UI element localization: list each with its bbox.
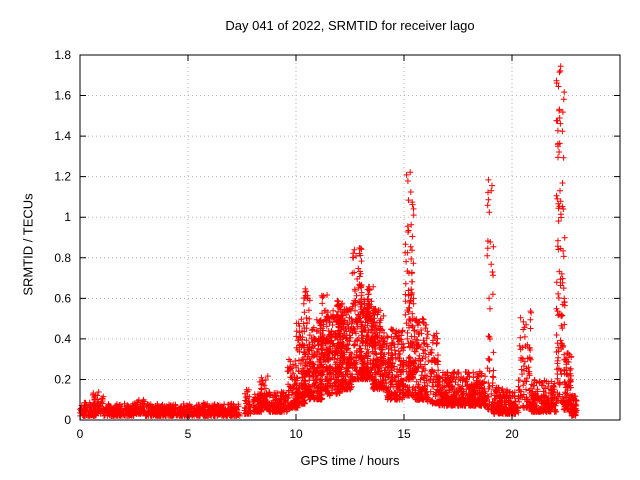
y-tick-label: 0.4 (54, 332, 71, 346)
x-tick-label: 0 (77, 427, 84, 441)
y-tick-label: 0.8 (54, 251, 71, 265)
y-tick-label: 1.6 (54, 89, 71, 103)
x-tick-label: 5 (185, 427, 192, 441)
x-tick-label: 10 (289, 427, 303, 441)
plot-border (79, 54, 621, 421)
scatter-points (77, 63, 580, 419)
x-tick-label: 20 (505, 427, 519, 441)
y-tick-label: 0.2 (54, 372, 71, 386)
y-tick-label: 1.2 (54, 170, 71, 184)
y-tick-label: 1.8 (54, 48, 71, 62)
y-tick-label: 1.4 (54, 129, 71, 143)
tick-marks (79, 54, 620, 421)
chart-title: Day 041 of 2022, SRMTID for receiver lag… (225, 18, 475, 33)
y-tick-label: 0.6 (54, 291, 71, 305)
y-tick-label: 0 (64, 413, 71, 427)
y-tick-label: 1 (64, 210, 71, 224)
x-axis-label: GPS time / hours (300, 453, 400, 468)
x-tick-label: 15 (397, 427, 411, 441)
